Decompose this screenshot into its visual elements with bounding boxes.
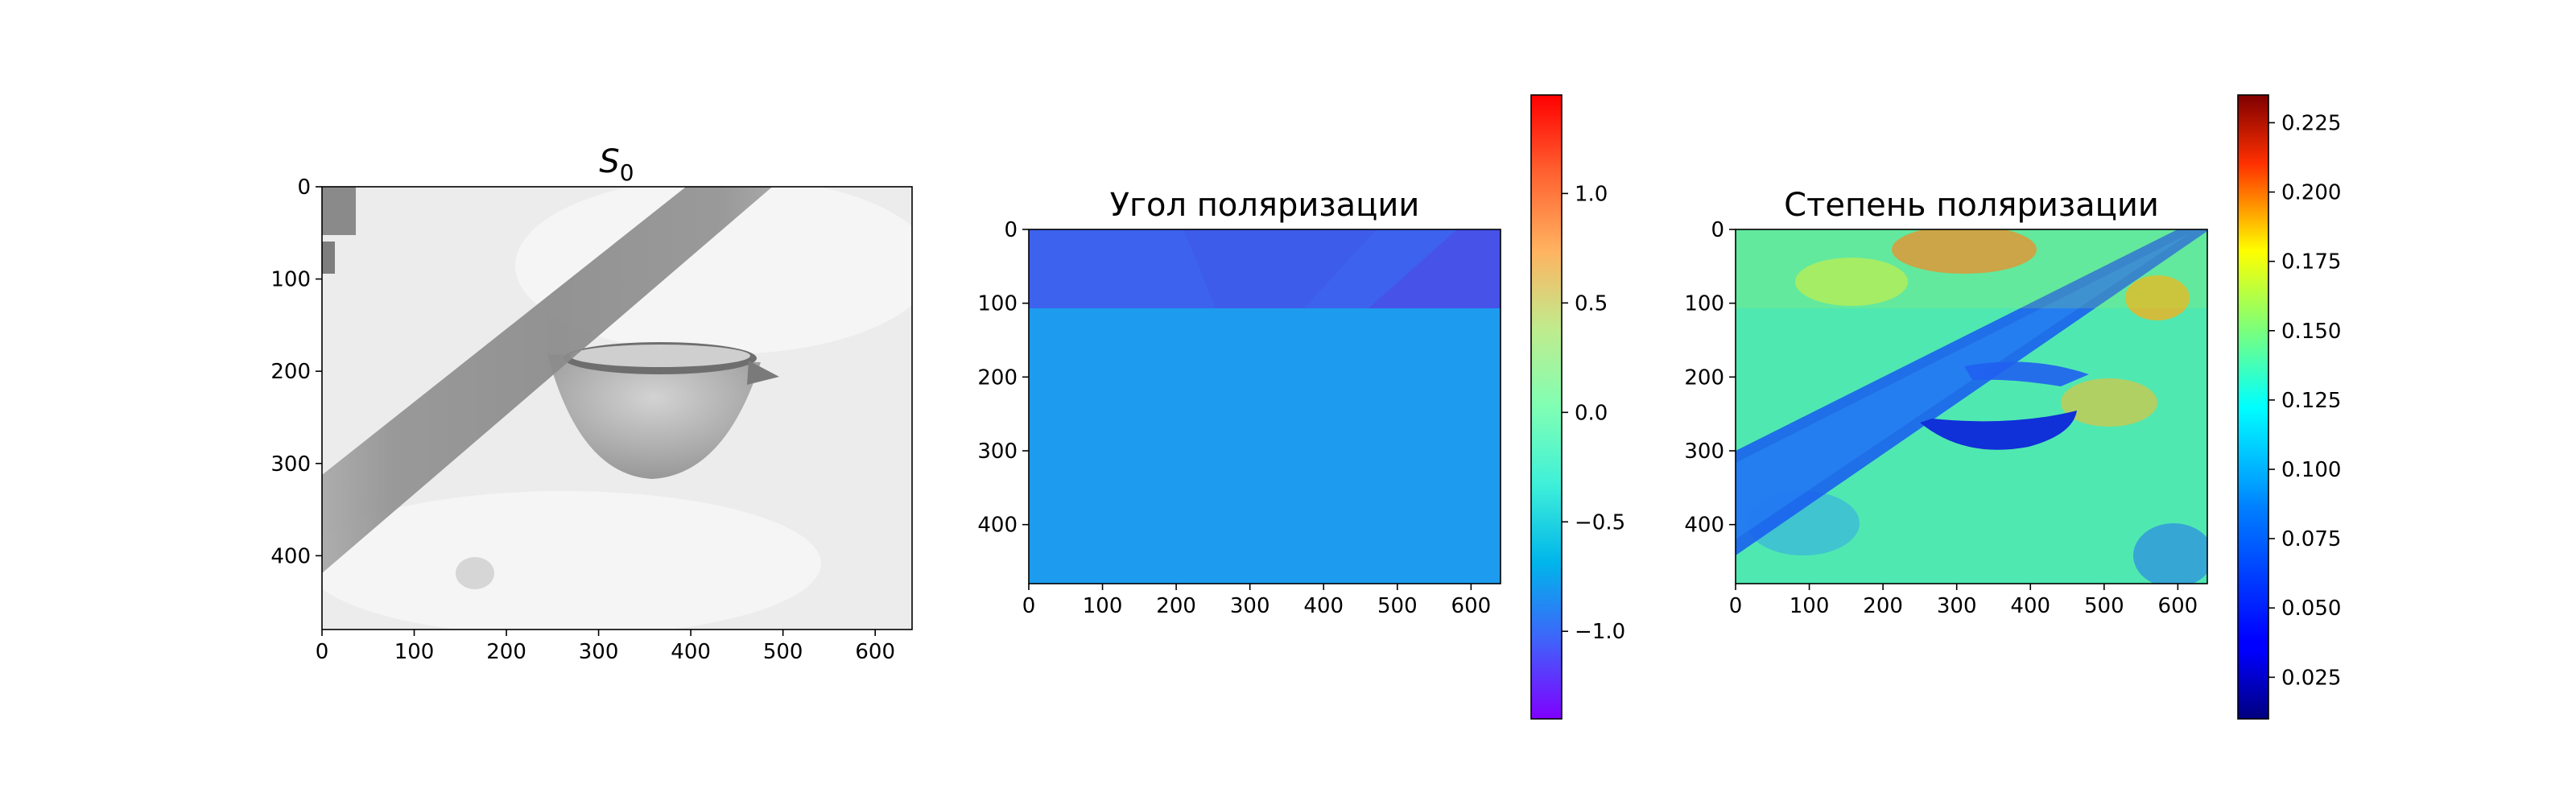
angle-x-tick-label: 600 — [1451, 594, 1492, 618]
angle-colorbar-tick-label: −0.5 — [1575, 510, 1625, 535]
s0-title-main: S — [599, 143, 619, 180]
angle-x-tick-label: 300 — [1230, 594, 1270, 618]
degree-y-ticks: 0 100 200 300 400 — [1684, 218, 1736, 538]
angle-image — [1029, 229, 1501, 584]
s0-x-tick-label: 200 — [486, 640, 526, 664]
angle-y-tick-label: 0 — [1004, 218, 1018, 242]
degree-image — [1736, 229, 2207, 584]
angle-y-tick-label: 300 — [977, 440, 1018, 464]
s0-x-ticks: 0 100 200 300 400 500 600 — [316, 630, 895, 664]
degree-y-tick-label: 400 — [1684, 514, 1724, 538]
angle-x-tick-label: 100 — [1083, 594, 1123, 618]
degree-colorbar-tick-label: 0.200 — [2281, 181, 2341, 205]
degree-y-tick-label: 100 — [1684, 292, 1724, 316]
degree-colorbar-tick-label: 0.125 — [2281, 389, 2341, 413]
degree-title: Степень поляризации — [1784, 187, 2159, 224]
degree-colorbar-tick-label: 0.050 — [2281, 597, 2341, 621]
angle-colorbar-tick-label: 0.0 — [1575, 401, 1608, 425]
angle-y-ticks: 0 100 200 300 400 — [977, 218, 1029, 538]
degree-colorbar-tick-label: 0.100 — [2281, 458, 2341, 482]
angle-x-tick-label: 400 — [1303, 594, 1344, 618]
degree-y-tick-label: 300 — [1684, 440, 1724, 464]
degree-x-tick-label: 0 — [1729, 594, 1743, 618]
panel-degree: 0 100 200 300 400 500 600 0 100 200 300 400 Степен… — [1684, 94, 2341, 720]
s0-image — [322, 187, 912, 630]
s0-x-tick-label: 600 — [855, 640, 895, 664]
angle-colorbar-tick-label: 1.0 — [1575, 182, 1608, 206]
degree-colorbar — [2237, 94, 2269, 720]
degree-y-tick-label: 0 — [1711, 218, 1724, 242]
angle-colorbar-ticks: 1.0 0.5 0.0 −0.5 −1.0 — [1562, 182, 1625, 644]
degree-colorbar-tick-label: 0.175 — [2281, 250, 2341, 275]
s0-x-tick-label: 0 — [316, 640, 329, 664]
degree-x-tick-label: 200 — [1863, 594, 1903, 618]
degree-x-tick-label: 100 — [1790, 594, 1830, 618]
s0-x-tick-label: 100 — [394, 640, 435, 664]
angle-axes-frame — [1028, 229, 1501, 584]
angle-x-tick-label: 200 — [1156, 594, 1196, 618]
angle-x-tick-label: 500 — [1377, 594, 1418, 618]
angle-colorbar-tick-label: 0.5 — [1575, 291, 1608, 316]
degree-x-tick-label: 600 — [2158, 594, 2198, 618]
degree-colorbar-tick-label: 0.225 — [2281, 111, 2341, 135]
degree-colorbar-tick-label: 0.075 — [2281, 527, 2341, 551]
degree-colorbar-tick-label: 0.150 — [2281, 320, 2341, 344]
s0-y-tick-label: 100 — [270, 268, 311, 292]
panel-angle: 0 100 200 300 400 500 600 0 100 200 300 400 Угол п… — [977, 94, 1625, 720]
angle-x-ticks: 0 100 200 300 400 500 600 — [1022, 584, 1491, 618]
s0-axes-frame — [321, 186, 913, 630]
degree-x-ticks: 0 100 200 300 400 500 600 — [1729, 584, 2198, 618]
s0-y-tick-label: 300 — [270, 452, 311, 477]
angle-title: Угол поляризации — [1110, 187, 1420, 224]
s0-x-tick-label: 400 — [671, 640, 711, 664]
degree-colorbar-ticks: 0.225 0.200 0.175 0.150 0.125 0.100 0.075 0.050… — [2268, 111, 2341, 690]
s0-y-ticks: 0 100 200 300 400 — [270, 175, 322, 568]
s0-y-tick-label: 200 — [270, 360, 311, 384]
s0-title: S0 — [599, 143, 634, 186]
angle-y-tick-label: 200 — [977, 365, 1018, 390]
angle-y-tick-label: 400 — [977, 514, 1018, 538]
degree-axes-frame — [1735, 229, 2208, 584]
s0-x-tick-label: 300 — [579, 640, 619, 664]
angle-x-tick-label: 0 — [1022, 594, 1036, 618]
degree-x-tick-label: 300 — [1937, 594, 1977, 618]
angle-colorbar-tick-label: −1.0 — [1575, 620, 1625, 644]
degree-x-tick-label: 400 — [2010, 594, 2050, 618]
angle-colorbar — [1530, 94, 1563, 720]
degree-colorbar-tick-label: 0.025 — [2281, 666, 2341, 690]
degree-y-tick-label: 200 — [1684, 365, 1724, 390]
degree-x-tick-label: 500 — [2084, 594, 2124, 618]
s0-title-subscript: 0 — [620, 159, 634, 186]
s0-y-tick-label: 0 — [297, 175, 311, 200]
angle-y-tick-label: 100 — [977, 292, 1018, 316]
s0-y-tick-label: 400 — [270, 544, 311, 568]
s0-x-tick-label: 500 — [763, 640, 803, 664]
